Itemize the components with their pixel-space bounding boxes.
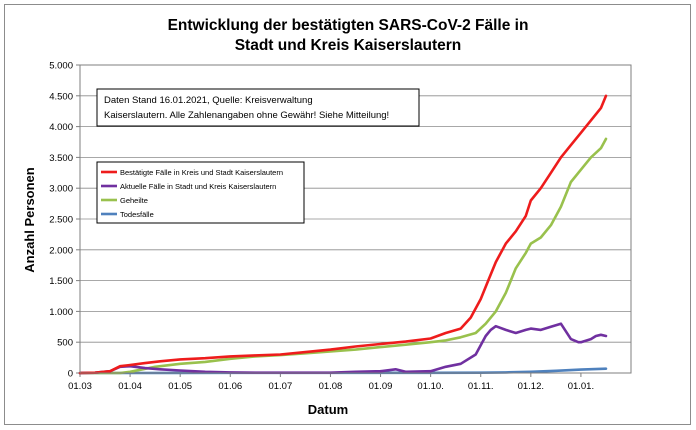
x-tick-label: 01.05 <box>168 381 192 392</box>
chart-title-line-2: Stadt und Kreis Kaiserslautern <box>235 37 462 54</box>
y-tick-label: 2.000 <box>49 245 73 256</box>
y-tick-label: 3.500 <box>49 153 73 164</box>
plot-area-border <box>79 64 632 374</box>
y-tick-label: 3.000 <box>49 184 73 195</box>
series-line-0 <box>78 94 608 375</box>
x-tick-label: 01.07 <box>268 381 292 392</box>
y-tick-label: 1.000 <box>49 307 73 318</box>
y-tick-label: 500 <box>57 338 73 349</box>
legend-label: Geheilte <box>120 196 148 205</box>
x-tick-label: 01.12. <box>518 381 544 392</box>
x-tick-label: 01.06 <box>218 381 242 392</box>
x-tick-label: 01.01. <box>568 381 594 392</box>
note-line-2: Kaiserslautern. Alle Zahlenangaben ohne … <box>104 110 389 121</box>
y-tick-labels: 0 500 1.000 1.500 2.000 2.500 3.000 3.500 4.000 4… <box>49 61 73 380</box>
series-line-2 <box>78 137 608 375</box>
y-tick-label: 4.500 <box>49 91 73 102</box>
legend-label: Todesfälle <box>120 210 154 219</box>
chart-title-line-1: Entwicklung der bestätigten SARS-CoV-2 F… <box>168 17 529 34</box>
x-tick-label: 01.10. <box>417 381 443 392</box>
note-line-1: Daten Stand 16.01.2021, Quelle: Kreisver… <box>104 95 313 106</box>
note-box <box>96 88 420 127</box>
legend-box <box>96 161 305 224</box>
y-tick-label: 0 <box>68 369 73 380</box>
x-tick-label: 01.03 <box>68 381 92 392</box>
x-tick-label: 01.08 <box>319 381 343 392</box>
legend-label: Aktuelle Fälle in Stadt und Kreis Kaiser… <box>120 182 276 191</box>
y-axis-title: Anzahl Personen <box>22 167 37 273</box>
series-line-1 <box>78 322 608 375</box>
y-tick-label: 2.500 <box>49 215 73 226</box>
legend: Bestätigte Fälle in Kreis und Stadt Kais… <box>96 161 305 224</box>
x-axis-title: Datum <box>308 402 348 417</box>
x-tick-labels: 01.03 01.04 01.05 01.06 01.07 01.08 01.09 01.10… <box>68 381 594 392</box>
y-tick-label: 1.500 <box>49 276 73 287</box>
data-note: Daten Stand 16.01.2021, Quelle: Kreisver… <box>96 88 420 127</box>
y-tick-label: 5.000 <box>49 61 73 72</box>
x-tick-label: 01.04 <box>118 381 142 392</box>
x-tick-label: 01.09 <box>369 381 393 392</box>
x-tick-label: 01.11. <box>468 381 494 392</box>
series-lines <box>78 94 608 375</box>
legend-label: Bestätigte Fälle in Kreis und Stadt Kais… <box>120 168 283 177</box>
y-tick-label: 4.000 <box>49 122 73 133</box>
